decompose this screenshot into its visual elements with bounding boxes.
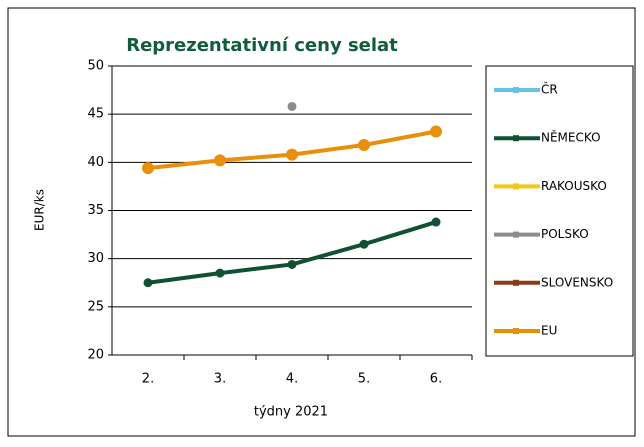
y-axis-label: EUR/ks [33, 189, 47, 231]
legend-marker [513, 135, 519, 142]
legend-label: POLSKO [541, 227, 589, 241]
data-point [143, 278, 153, 288]
legend-label: SLOVENSKO [541, 275, 613, 289]
y-tick-label: 45 [87, 107, 104, 122]
data-point [358, 138, 370, 151]
x-tick-label: 6. [430, 372, 442, 387]
y-tick-label: 35 [87, 203, 104, 218]
data-point [359, 239, 369, 249]
legend-label: ČR [541, 82, 558, 97]
data-point [214, 154, 226, 167]
y-tick-label: 40 [87, 155, 104, 170]
chart-title: Reprezentativní ceny selat [126, 35, 398, 56]
legend-box [485, 65, 634, 357]
y-tick-label: 30 [87, 251, 104, 266]
data-point [430, 125, 442, 138]
legend-label: RAKOUSKO [541, 179, 607, 193]
legend-marker [513, 87, 519, 93]
x-tick-label: 3. [214, 372, 226, 387]
x-tick-label: 5. [358, 372, 370, 387]
legend-marker [513, 183, 519, 190]
y-tick-label: 25 [87, 299, 104, 314]
data-point [142, 162, 154, 175]
legend-marker [513, 279, 519, 286]
legend-marker [513, 231, 519, 238]
data-point [286, 148, 298, 161]
legend-marker [513, 328, 519, 334]
x-axis-label: týdny 2021 [254, 405, 328, 420]
legend-label: NĚMECKO [541, 130, 601, 145]
data-point [287, 259, 297, 269]
y-tick-label: 20 [87, 348, 104, 363]
data-point [287, 101, 297, 111]
x-tick-label: 2. [142, 372, 154, 387]
y-tick-label: 50 [87, 59, 104, 74]
x-tick-label: 4. [286, 372, 298, 387]
data-point [215, 268, 225, 278]
legend-label: EU [541, 324, 557, 338]
data-point [431, 217, 441, 227]
